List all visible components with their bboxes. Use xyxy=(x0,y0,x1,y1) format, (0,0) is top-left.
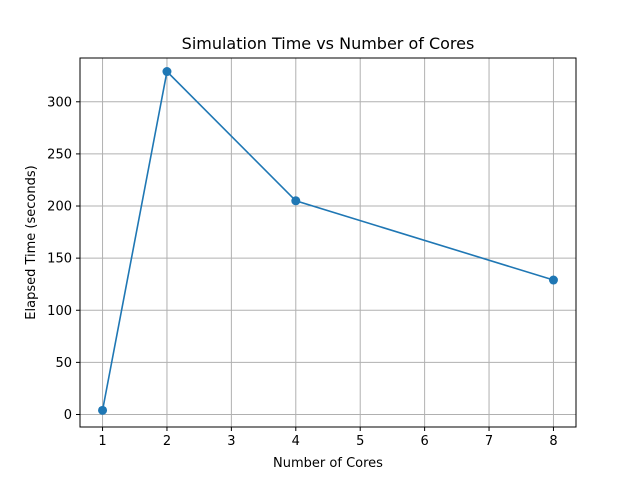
series-line xyxy=(101,69,554,411)
x-tick-label: 7 xyxy=(485,434,493,449)
chart-title: Simulation Time vs Number of Cores xyxy=(182,34,475,53)
y-axis-ticks: 0 50 100 150 200 250 300 xyxy=(47,95,80,423)
y-axis-label: Elapsed Time (seconds) xyxy=(24,165,39,319)
x-tick-label: 6 xyxy=(420,434,428,449)
x-tick-label: 2 xyxy=(163,434,171,449)
y-tick-label: 0 xyxy=(64,408,72,423)
data-point xyxy=(162,67,172,77)
x-tick-label: 1 xyxy=(98,434,106,449)
x-tick-label: 8 xyxy=(549,434,557,449)
data-point xyxy=(291,196,301,206)
y-tick-label: 100 xyxy=(47,304,72,319)
plot-frame xyxy=(79,57,577,428)
x-tick-label: 4 xyxy=(292,434,300,449)
x-tick-label: 3 xyxy=(227,434,235,449)
y-tick-label: 200 xyxy=(47,200,72,215)
series-layer xyxy=(98,67,558,415)
grid-lines xyxy=(80,58,576,427)
x-axis-label: Number of Cores xyxy=(273,456,383,471)
data-point xyxy=(98,405,108,415)
y-tick-label: 150 xyxy=(47,252,72,267)
y-tick-label: 50 xyxy=(55,356,72,371)
data-point xyxy=(548,275,558,285)
y-tick-label: 300 xyxy=(47,95,72,110)
y-tick-label: 250 xyxy=(47,147,72,162)
x-tick-label: 5 xyxy=(356,434,364,449)
x-axis-ticks: 1 2 3 4 5 6 7 8 xyxy=(98,427,558,449)
